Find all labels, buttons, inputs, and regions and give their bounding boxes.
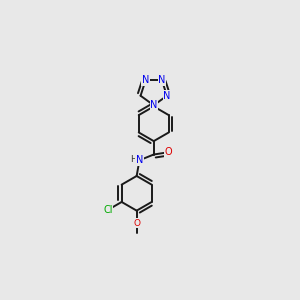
Text: N: N — [150, 100, 158, 110]
Text: Cl: Cl — [103, 205, 113, 215]
Text: H: H — [130, 155, 137, 164]
Text: N: N — [136, 155, 143, 165]
Text: O: O — [133, 219, 140, 228]
Text: N: N — [142, 75, 149, 85]
Text: O: O — [165, 147, 172, 157]
Text: N: N — [163, 91, 171, 101]
Text: N: N — [158, 75, 166, 85]
